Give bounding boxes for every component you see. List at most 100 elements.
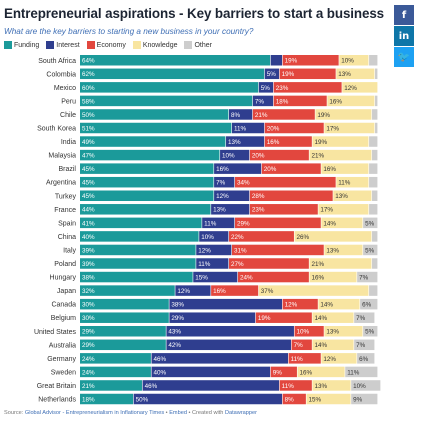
bar-segment-knowledge: [312, 312, 354, 323]
legend-item-interest: Interest: [46, 41, 80, 49]
category-label: Mexico: [54, 85, 76, 92]
bar-segment-other: [369, 163, 378, 174]
bar-segment-funding: [80, 231, 199, 242]
bar-segment-interest: [169, 312, 256, 323]
bar-segment-economy: [273, 95, 327, 107]
legend-item-other: Other: [184, 41, 212, 49]
data-label: 11%: [282, 383, 295, 390]
data-label: 50%: [82, 112, 95, 119]
bar-segment-economy: [264, 136, 312, 147]
data-label: 5%: [267, 71, 277, 78]
data-label: 13%: [228, 139, 241, 146]
data-label: 22%: [231, 234, 244, 241]
data-label: 62%: [82, 71, 95, 78]
bar-segment-knowledge: [321, 163, 369, 174]
data-label: 24%: [82, 369, 95, 376]
bar-segment-knowledge: [318, 298, 360, 310]
data-label: 7%: [216, 180, 226, 187]
data-label: 24%: [240, 274, 253, 281]
embed-link[interactable]: Embed: [169, 410, 187, 416]
bar-segment-interest: [196, 258, 229, 269]
bar-segment-knowledge: [336, 176, 369, 188]
bar-segment-economy: [229, 258, 309, 269]
data-label: 21%: [311, 153, 324, 160]
bar-segment-funding: [80, 82, 259, 93]
legend-swatch: [4, 41, 12, 49]
bar-segment-interest: [226, 136, 265, 147]
legend-swatch: [46, 41, 55, 49]
category-label: Peru: [61, 98, 76, 105]
bar-segment-economy: [270, 366, 297, 378]
data-label: 7%: [356, 342, 366, 349]
category-label: China: [58, 234, 76, 241]
bar-segment-economy: [288, 353, 321, 364]
data-label: 58%: [82, 98, 95, 105]
data-label: 39%: [82, 261, 95, 268]
bar-segment-knowledge: [339, 55, 369, 66]
bar-segment-other: [372, 109, 378, 120]
bar-segment-funding: [80, 326, 166, 337]
data-label: 12%: [177, 288, 190, 295]
linkedin-share-button[interactable]: in: [394, 26, 414, 46]
data-label: 32%: [82, 288, 95, 295]
bar-segment-funding: [80, 149, 220, 161]
bar-segment-funding: [80, 136, 226, 147]
bar-segment-knowledge: [297, 366, 345, 378]
linkedin-icon: in: [398, 30, 410, 42]
bar-segment-other: [369, 176, 378, 188]
data-label: 9%: [353, 396, 363, 403]
data-label: 13%: [213, 207, 226, 214]
category-label: Japan: [57, 288, 76, 295]
data-label: 20%: [267, 125, 280, 132]
bar-segment-interest: [214, 176, 235, 188]
twitter-share-button[interactable]: 🐦: [394, 47, 414, 67]
category-label: United States: [34, 329, 77, 336]
data-label: 10%: [353, 383, 366, 390]
bar-segment-funding: [80, 380, 142, 391]
category-label: South Africa: [38, 58, 76, 65]
facebook-icon: f: [401, 9, 407, 21]
bar-segment-economy: [261, 163, 321, 174]
data-label: 29%: [171, 315, 184, 322]
data-label: 11%: [204, 220, 217, 227]
bar-segment-knowledge: [309, 271, 357, 283]
bar-segment-interest: [229, 109, 253, 120]
category-label: Turkey: [55, 193, 77, 200]
data-label: 5%: [365, 220, 375, 227]
data-label: 28%: [252, 193, 265, 200]
bar-segment-interest: [193, 271, 238, 283]
bar-segment-funding: [80, 163, 214, 174]
bar-segment-knowledge: [312, 339, 354, 351]
data-label: 30%: [82, 302, 95, 309]
data-label: 29%: [237, 220, 250, 227]
bar-segment-other: [354, 339, 375, 351]
data-label: 45%: [82, 180, 95, 187]
data-label: 12%: [344, 85, 357, 92]
data-label: 6%: [359, 356, 369, 363]
bar-segment-other: [360, 298, 378, 310]
data-label: 10%: [341, 58, 354, 65]
data-label: 47%: [82, 153, 95, 160]
source-link[interactable]: Global Advisor - Entrepreneurialism in I…: [24, 410, 165, 416]
bar-segment-knowledge: [312, 380, 351, 391]
bar-segment-other: [372, 149, 378, 161]
data-label: 11%: [291, 356, 304, 363]
facebook-share-button[interactable]: f: [394, 5, 414, 25]
data-label: 5%: [365, 329, 375, 336]
bar-segment-economy: [294, 326, 324, 337]
bar-segment-interest: [199, 231, 229, 242]
bar-segment-funding: [80, 190, 214, 201]
datawrapper-link[interactable]: Datawrapper: [224, 410, 257, 416]
data-label: 45%: [82, 166, 95, 173]
data-label: 9%: [273, 369, 283, 376]
category-label: South Korea: [37, 126, 76, 133]
data-label: 7%: [356, 315, 366, 322]
bar-segment-interest: [214, 190, 250, 201]
footer: Source: Global Advisor - Entrepreneurial…: [4, 410, 257, 416]
data-label: 16%: [323, 166, 336, 173]
data-label: 11%: [347, 369, 360, 376]
category-label: Hungary: [50, 275, 77, 282]
data-label: 11%: [198, 261, 211, 268]
bar-segment-other: [372, 190, 378, 201]
data-label: 46%: [145, 383, 158, 390]
